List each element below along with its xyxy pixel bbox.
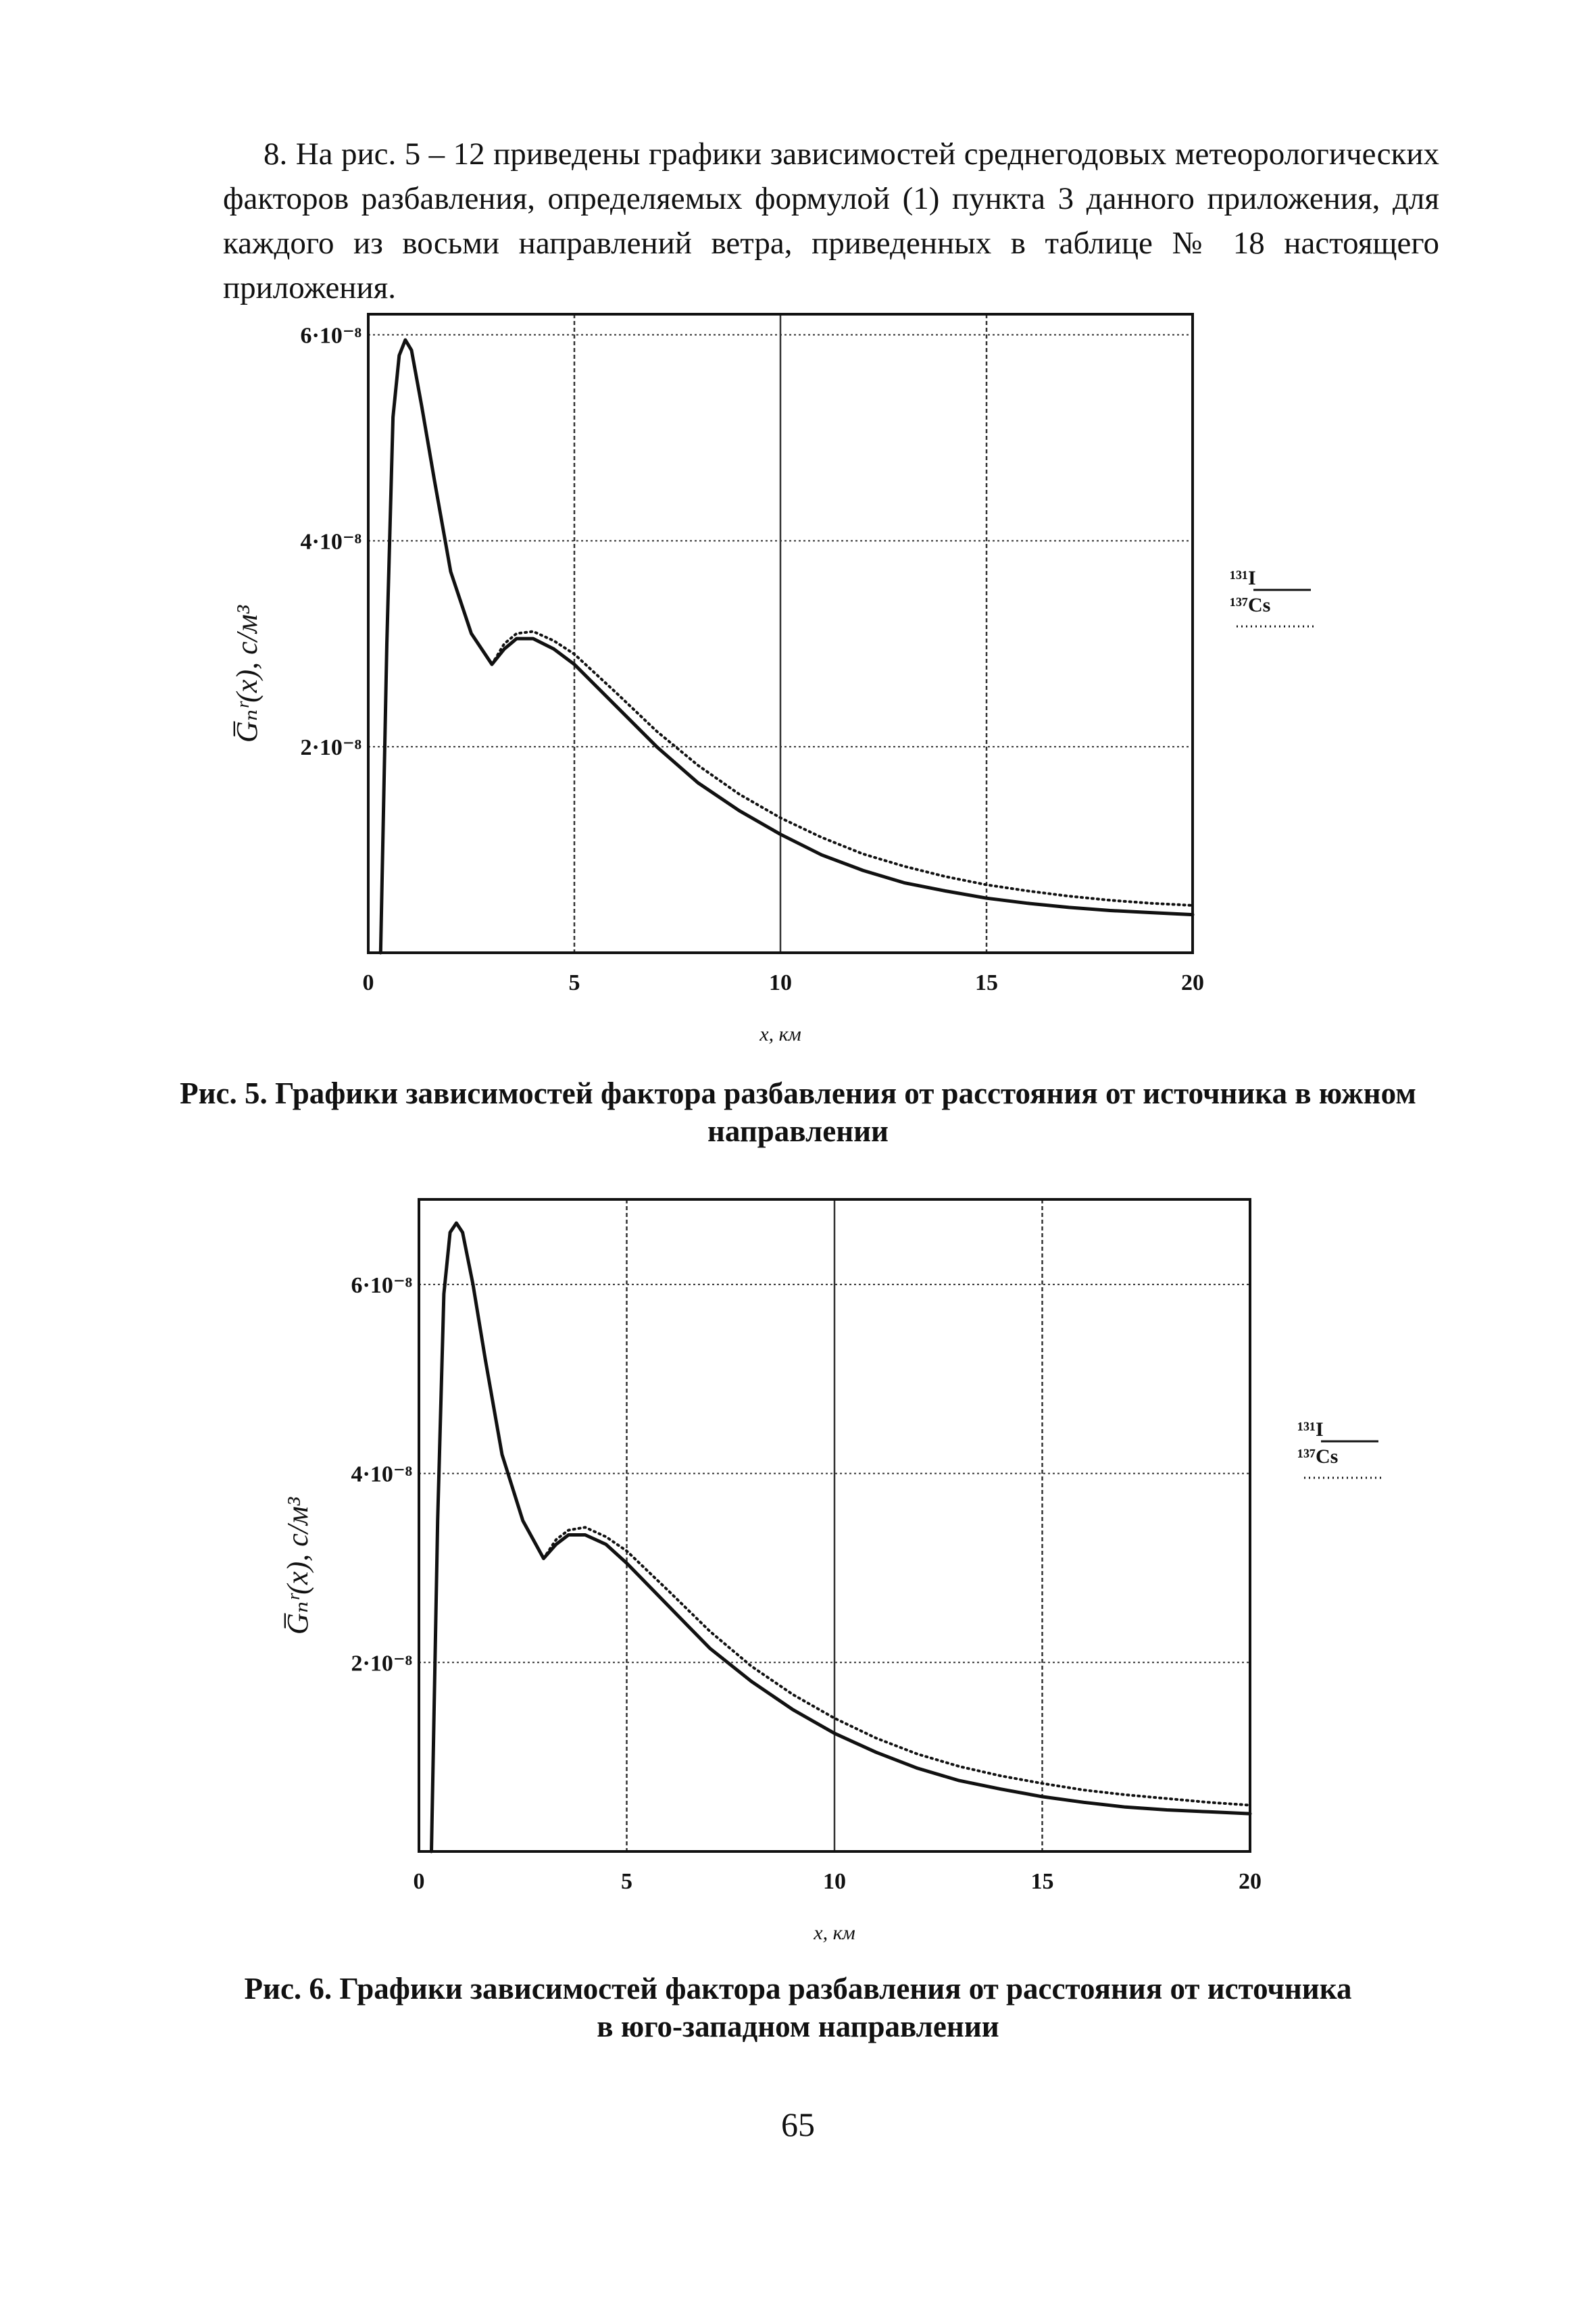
intro-paragraph: 8. На рис. 5 – 12 приведены графики зави… bbox=[223, 136, 1439, 305]
legend-label-cs137: ¹³⁷Cs bbox=[1230, 594, 1270, 616]
x-tick-label: 0 bbox=[414, 1869, 425, 1894]
figure-6-caption: Рис. 6. Графики зависимостей фактора раз… bbox=[0, 1970, 1596, 2045]
figure-5-chart: 0 5 10 15 20 2·10⁻⁸ 4·10⁻⁸ 6·10⁻⁸ x, км G̅ₙʳ(x), … bbox=[230, 313, 1314, 1045]
y-tick-label: 2·10⁻⁸ bbox=[301, 735, 361, 760]
series-line-cs137 bbox=[491, 630, 1194, 907]
figure-6-chart: 0 5 10 15 20 2·10⁻⁸ 4·10⁻⁸ 6·10⁻⁸ x, км G̅ₙʳ(x), … bbox=[281, 1198, 1382, 1944]
y-tick-label: 2·10⁻⁸ bbox=[351, 1651, 412, 1676]
series-line-cs137 bbox=[542, 1526, 1251, 1807]
figure-6-caption-line1: Рис. 6. Графики зависимостей фактора раз… bbox=[244, 1972, 1352, 2006]
x-axis-label: x, км bbox=[813, 1922, 855, 1944]
x-tick-label: 5 bbox=[569, 970, 580, 995]
page-number: 65 bbox=[781, 2106, 815, 2143]
y-tick-label: 4·10⁻⁸ bbox=[301, 529, 361, 554]
legend-label-i131: ¹³¹I bbox=[1230, 567, 1256, 589]
x-tick-label: 15 bbox=[1031, 1869, 1054, 1894]
y-axis-label: G̅ₙʳ(x), с/м³ bbox=[281, 1497, 314, 1635]
legend-label-i131: ¹³¹I bbox=[1297, 1418, 1324, 1441]
x-tick-label: 15 bbox=[975, 970, 998, 995]
y-tick-label: 4·10⁻⁸ bbox=[351, 1462, 412, 1487]
y-tick-label: 6·10⁻⁸ bbox=[351, 1273, 412, 1298]
figure-5-caption-line1: Рис. 5. Графики зависимостей фактора раз… bbox=[180, 1076, 1416, 1110]
y-axis-label: G̅ₙʳ(x), с/м³ bbox=[230, 605, 264, 743]
series-line-i131 bbox=[430, 1221, 1252, 1853]
figure-6-caption-line2: в юго-западном направлении bbox=[597, 2010, 999, 2043]
figure-5-caption-line2: направлении bbox=[707, 1114, 889, 1148]
x-tick-label: 20 bbox=[1181, 970, 1204, 995]
legend-label-cs137: ¹³⁷Cs bbox=[1297, 1445, 1338, 1468]
x-tick-label: 10 bbox=[769, 970, 792, 995]
x-tick-label: 20 bbox=[1239, 1869, 1262, 1894]
series-line-i131 bbox=[378, 338, 1195, 955]
y-tick-label: 6·10⁻⁸ bbox=[301, 323, 361, 348]
x-axis-label: x, км bbox=[759, 1023, 801, 1045]
x-tick-label: 10 bbox=[823, 1869, 846, 1894]
plot-frame bbox=[418, 1198, 1251, 1853]
x-tick-label: 5 bbox=[621, 1869, 632, 1894]
plot-frame bbox=[367, 313, 1194, 954]
figure-5-caption: Рис. 5. Графики зависимостей фактора раз… bbox=[0, 1074, 1596, 1150]
x-tick-label: 0 bbox=[363, 970, 374, 995]
